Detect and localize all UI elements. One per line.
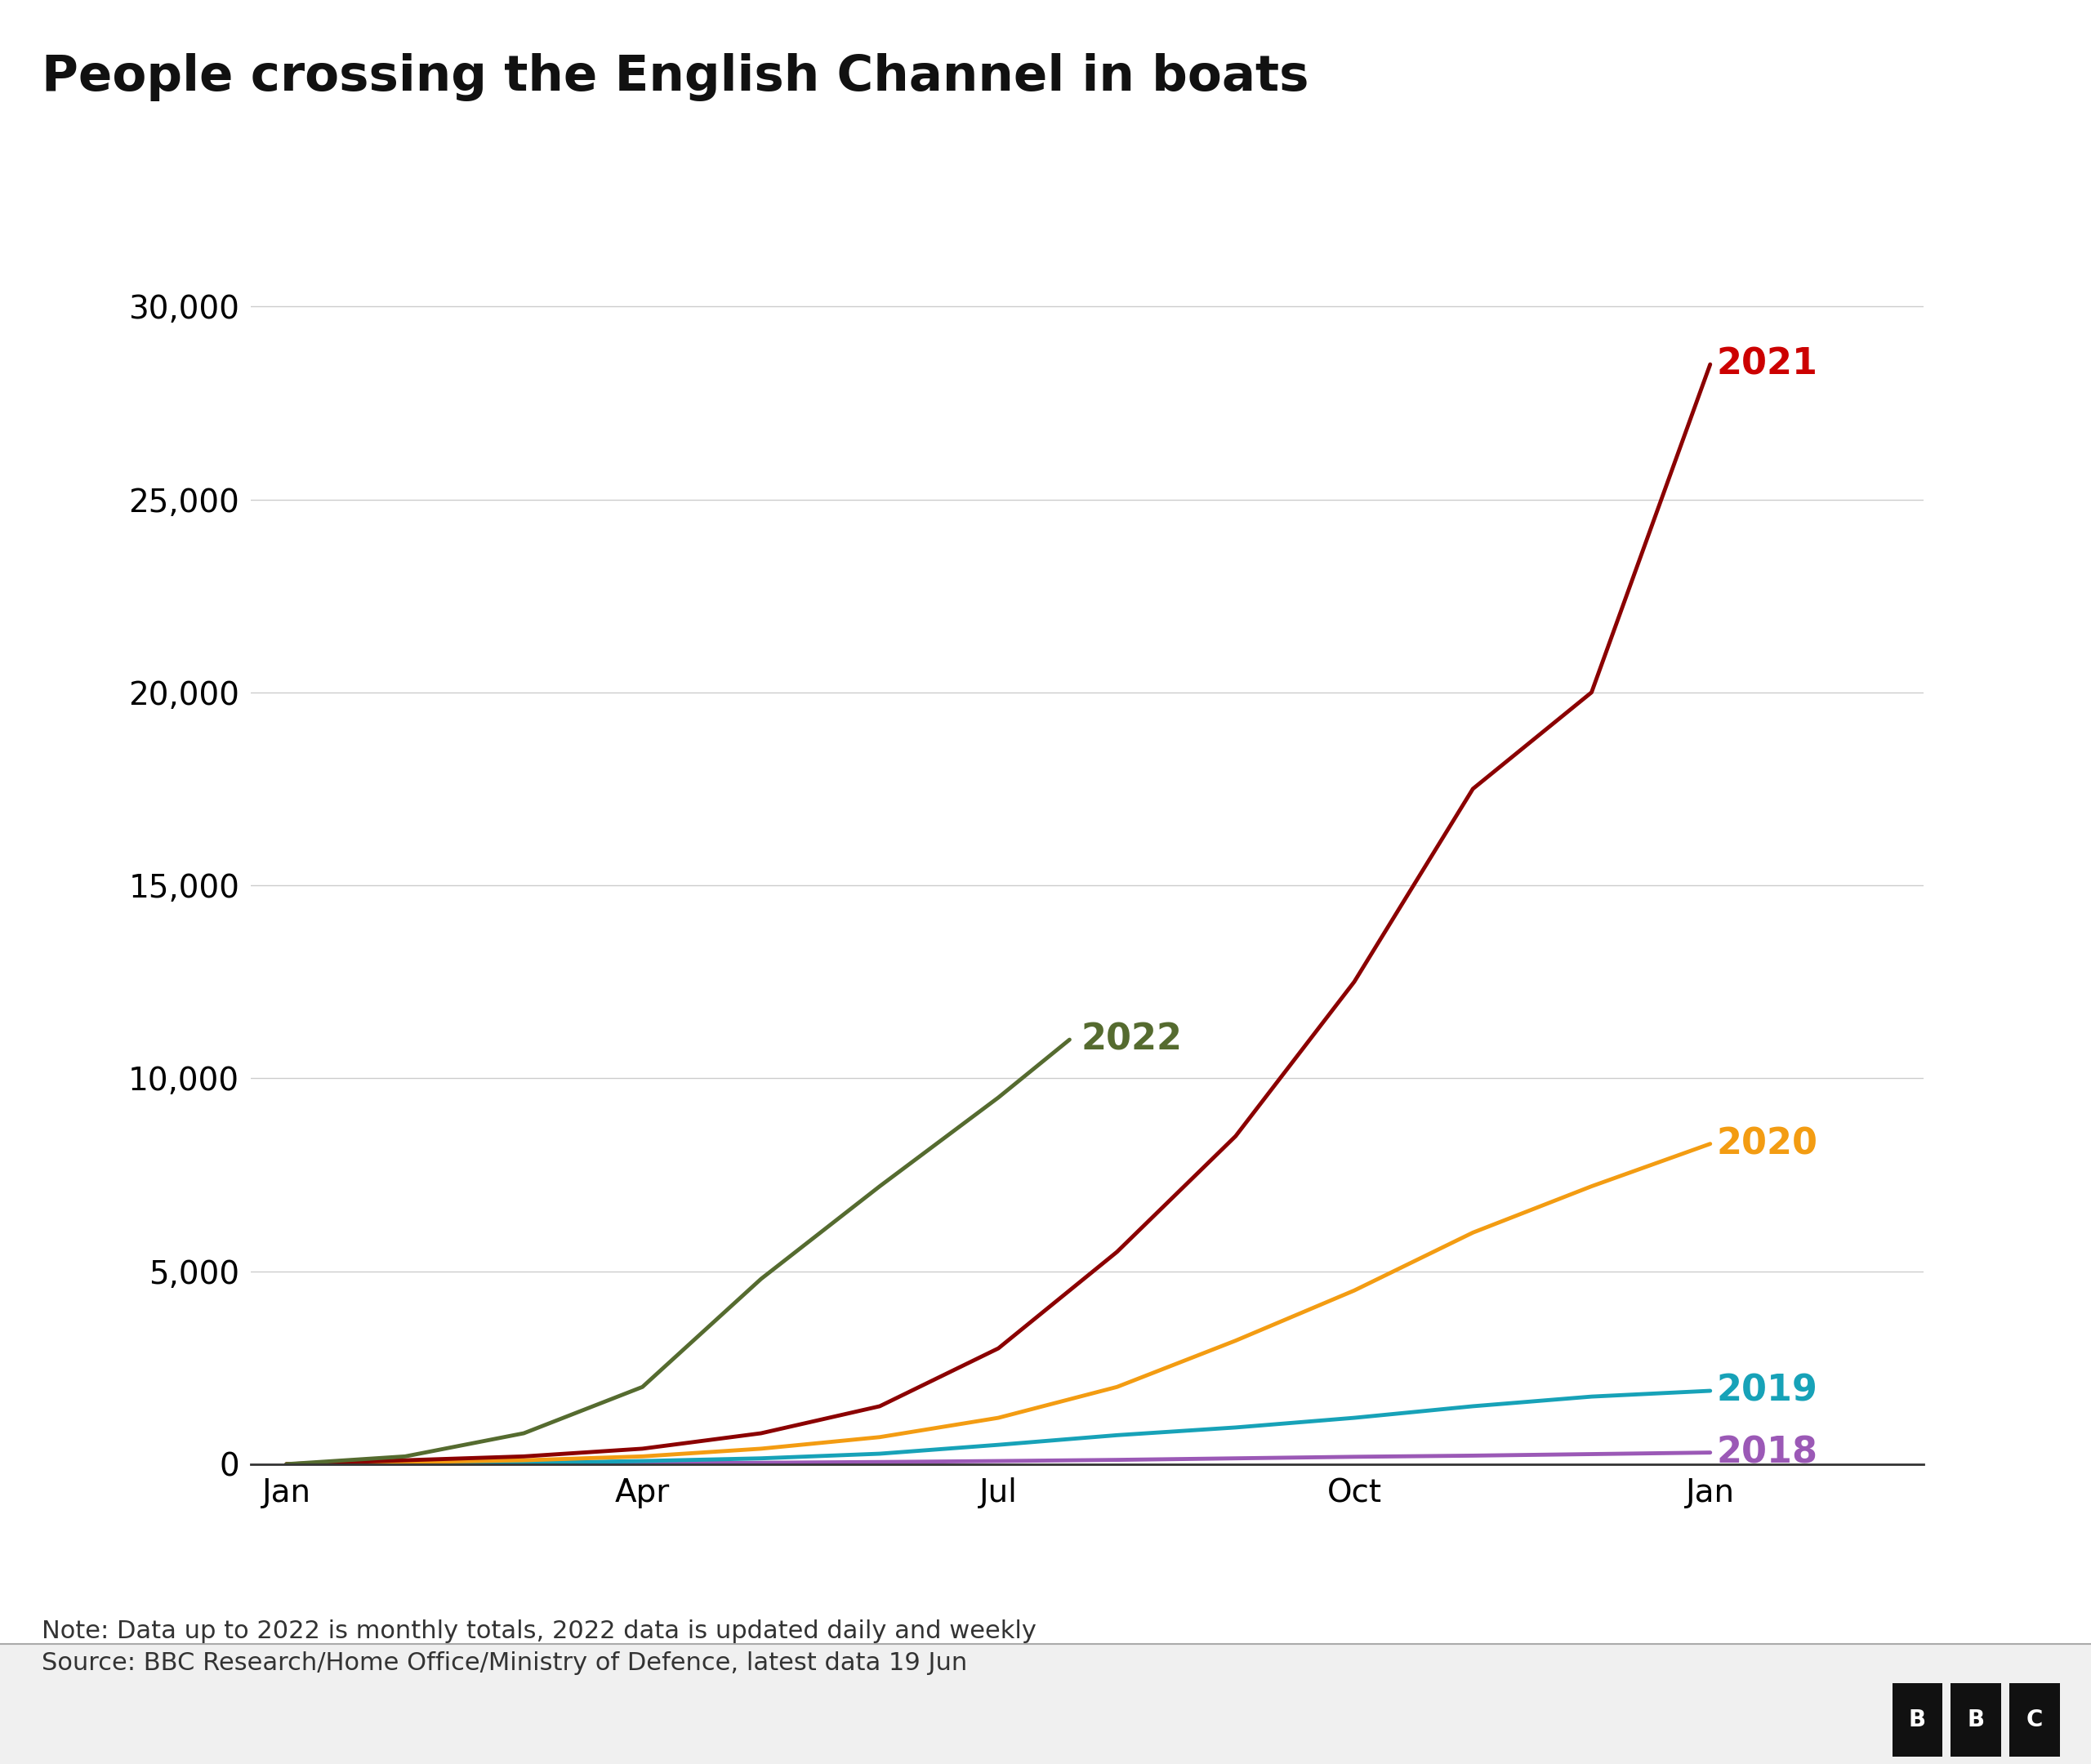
Text: B: B	[1909, 1709, 1926, 1730]
Text: 2018: 2018	[1717, 1434, 1817, 1469]
Text: B: B	[1968, 1709, 1984, 1730]
Text: People crossing the English Channel in boats: People crossing the English Channel in b…	[42, 53, 1309, 101]
Text: Note: Data up to 2022 is monthly totals, 2022 data is updated daily and weekly: Note: Data up to 2022 is monthly totals,…	[42, 1619, 1037, 1642]
Text: C: C	[2026, 1709, 2043, 1730]
Text: 2022: 2022	[1081, 1021, 1184, 1057]
Text: 2021: 2021	[1717, 348, 1817, 383]
Text: 2019: 2019	[1717, 1372, 1817, 1408]
Text: 2020: 2020	[1717, 1125, 1817, 1161]
Text: Source: BBC Research/Home Office/Ministry of Defence, latest data 19 Jun: Source: BBC Research/Home Office/Ministr…	[42, 1651, 968, 1674]
